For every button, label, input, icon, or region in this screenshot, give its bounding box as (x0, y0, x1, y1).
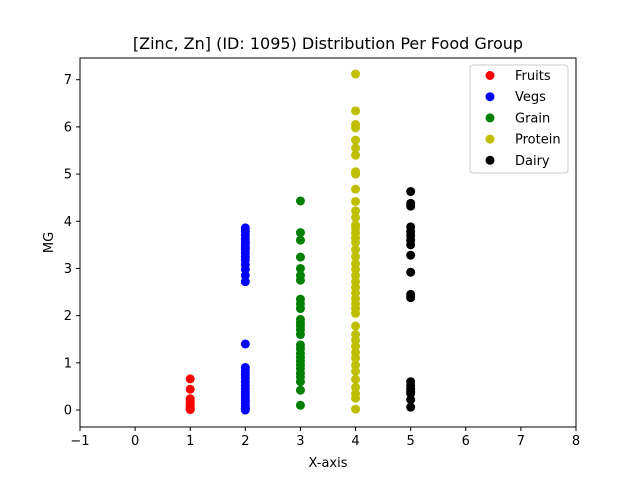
point-grain (295, 263, 305, 273)
point-protein (351, 196, 361, 206)
legend-marker-grain (485, 113, 495, 123)
plot-frame (79, 57, 577, 428)
point-protein (351, 69, 361, 79)
point-grain (295, 252, 305, 262)
y-tick-label: 5 (64, 168, 72, 183)
x-tick-label: 0 (131, 434, 139, 449)
point-protein (351, 238, 361, 247)
point-vegs (240, 339, 250, 349)
point-protein (351, 374, 361, 384)
x-tick-label: −1 (70, 434, 89, 449)
point-grain (295, 400, 305, 410)
point-protein (351, 212, 361, 222)
legend-label-dairy: Dairy (515, 154, 550, 169)
point-dairy (406, 267, 416, 277)
x-tick-label: 2 (241, 434, 249, 449)
y-tick-label: 7 (64, 73, 72, 88)
point-grain (295, 377, 305, 387)
point-fruits (185, 374, 195, 384)
legend-label-vegs: Vegs (515, 90, 546, 105)
x-ticks: −1 0 1 2 3 4 5 6 7 8 (70, 427, 580, 449)
point-dairy (406, 187, 416, 197)
point-dairy (406, 395, 416, 405)
legend-label-protein: Protein (515, 133, 561, 148)
point-protein (351, 206, 361, 216)
point-dairy (406, 201, 416, 211)
y-tick-label: 1 (64, 356, 72, 371)
point-vegs (240, 277, 250, 287)
point-protein (351, 353, 361, 363)
point-dairy (406, 250, 416, 260)
point-vegs (240, 405, 250, 415)
y-axis-label: MG (42, 232, 57, 253)
legend-marker-fruits (485, 71, 495, 80)
point-dairy (406, 240, 416, 250)
point-grain (295, 196, 305, 206)
y-ticks: 0 1 2 3 4 5 6 7 (64, 73, 80, 419)
point-protein (351, 366, 361, 376)
y-tick-label: 4 (64, 215, 72, 230)
point-protein (351, 169, 361, 179)
legend-label-grain: Grain (515, 111, 550, 126)
point-protein (351, 252, 361, 262)
x-tick-label: 8 (572, 434, 580, 449)
legend-marker-vegs (485, 92, 495, 102)
y-tick-label: 6 (64, 120, 72, 135)
x-tick-label: 1 (186, 434, 194, 449)
point-grain (295, 304, 305, 314)
x-tick-label: 5 (407, 434, 415, 449)
legend-marker-protein (485, 134, 495, 144)
point-protein (351, 135, 361, 145)
point-fruits (185, 384, 195, 394)
point-protein (351, 106, 361, 116)
x-tick-label: 3 (296, 434, 304, 449)
legend: Fruits Vegs Grain Protein Dairy (469, 64, 569, 174)
point-grain (295, 385, 305, 395)
point-protein (351, 404, 361, 414)
point-protein (351, 321, 361, 331)
data-points (185, 69, 416, 415)
chart-title: [Zinc, Zn] (ID: 1095) Distribution Per F… (133, 34, 523, 53)
point-fruits (185, 405, 195, 415)
point-grain (295, 235, 305, 245)
legend-box (469, 64, 569, 174)
point-protein (351, 123, 361, 133)
point-protein (351, 393, 361, 403)
point-protein (351, 184, 361, 194)
point-grain (295, 330, 305, 340)
point-dairy (406, 293, 416, 303)
point-protein (351, 245, 361, 255)
x-tick-label: 7 (517, 434, 525, 449)
legend-marker-dairy (485, 155, 495, 165)
y-tick-label: 0 (64, 404, 72, 419)
x-axis-label: X-axis (309, 456, 348, 471)
point-protein (351, 150, 361, 160)
point-protein (351, 143, 361, 153)
x-tick-label: 4 (351, 434, 359, 449)
y-tick-label: 2 (64, 309, 72, 324)
y-tick-label: 3 (64, 262, 72, 277)
point-protein (351, 308, 361, 318)
point-grain (295, 228, 305, 238)
legend-label-fruits: Fruits (515, 69, 551, 84)
point-grain (295, 275, 305, 285)
x-tick-label: 6 (462, 434, 470, 449)
point-dairy (406, 402, 416, 412)
